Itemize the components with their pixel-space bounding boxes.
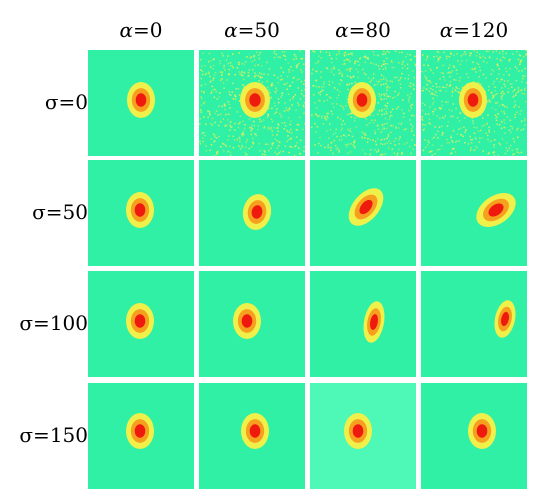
tile-sigma-150-alpha-50 xyxy=(199,383,305,489)
tile-sigma-150-alpha-80 xyxy=(310,383,416,489)
spot-image xyxy=(199,160,305,266)
spot-image xyxy=(310,383,416,489)
spot-core xyxy=(249,424,261,438)
spot-core xyxy=(134,203,146,217)
beam-spot xyxy=(348,188,384,226)
noise-speckle xyxy=(421,50,527,156)
spot-core xyxy=(500,311,510,327)
beam-spot xyxy=(126,303,154,339)
spot-core xyxy=(359,199,373,215)
tile-background xyxy=(310,271,416,377)
tile-sigma-150-alpha-0 xyxy=(88,383,194,489)
beam-spot xyxy=(240,82,270,118)
spot-image xyxy=(199,383,305,489)
beam-spot xyxy=(459,82,487,118)
row-label-sigma-0: σ=0 xyxy=(44,90,88,114)
spot-image xyxy=(88,383,194,489)
tile-sigma-50-alpha-120 xyxy=(421,160,527,266)
spot-core xyxy=(370,314,378,330)
spot-core xyxy=(352,424,364,438)
beam-spot xyxy=(241,413,269,449)
spot-image xyxy=(199,271,305,377)
tile-sigma-100-alpha-50 xyxy=(199,271,305,377)
spot-core xyxy=(249,93,261,107)
beam-spot xyxy=(468,413,496,449)
column-header-alpha-0: α=0 xyxy=(119,18,163,42)
beam-spot xyxy=(494,300,516,338)
tile-sigma-0-alpha-50 xyxy=(199,50,305,156)
spot-image xyxy=(199,50,305,156)
spot-image xyxy=(310,271,416,377)
column-header-alpha-120: α=120 xyxy=(439,18,509,42)
spot-image xyxy=(421,160,527,266)
tile-sigma-0-alpha-120 xyxy=(421,50,527,156)
spot-core xyxy=(251,205,263,219)
spot-image xyxy=(88,50,194,156)
beam-spot xyxy=(126,413,154,449)
spot-image xyxy=(88,160,194,266)
spot-image xyxy=(421,50,527,156)
beam-spot xyxy=(344,413,372,449)
spot-image xyxy=(421,383,527,489)
spot-image xyxy=(310,160,416,266)
spot-core xyxy=(488,203,504,217)
row-label-sigma-150: σ=150 xyxy=(19,423,88,447)
spot-image xyxy=(421,271,527,377)
spot-core xyxy=(134,424,146,438)
spot-image xyxy=(310,50,416,156)
spot-image xyxy=(88,271,194,377)
spot-core xyxy=(135,93,147,107)
spot-core xyxy=(241,314,253,328)
tile-sigma-150-alpha-120 xyxy=(421,383,527,489)
row-label-sigma-100: σ=100 xyxy=(19,311,88,335)
beam-spot xyxy=(242,194,272,230)
row-label-sigma-50: σ=50 xyxy=(32,200,88,224)
spot-core xyxy=(134,314,146,328)
spot-core xyxy=(476,424,488,438)
tile-sigma-50-alpha-80 xyxy=(310,160,416,266)
beam-spot xyxy=(348,82,376,118)
beam-spot xyxy=(363,301,385,343)
tile-sigma-50-alpha-50 xyxy=(199,160,305,266)
beam-spot xyxy=(233,303,261,339)
tile-sigma-100-alpha-0 xyxy=(88,271,194,377)
column-header-alpha-80: α=80 xyxy=(335,18,391,42)
tile-sigma-0-alpha-80 xyxy=(310,50,416,156)
spot-core xyxy=(356,93,368,107)
spot-core xyxy=(467,93,479,107)
beam-spot xyxy=(126,192,154,228)
tile-sigma-0-alpha-0 xyxy=(88,50,194,156)
beam-spot xyxy=(127,82,155,118)
column-header-alpha-50: α=50 xyxy=(224,18,280,42)
tile-sigma-100-alpha-80 xyxy=(310,271,416,377)
beam-spot xyxy=(476,192,516,228)
tile-sigma-100-alpha-120 xyxy=(421,271,527,377)
tile-sigma-50-alpha-0 xyxy=(88,160,194,266)
